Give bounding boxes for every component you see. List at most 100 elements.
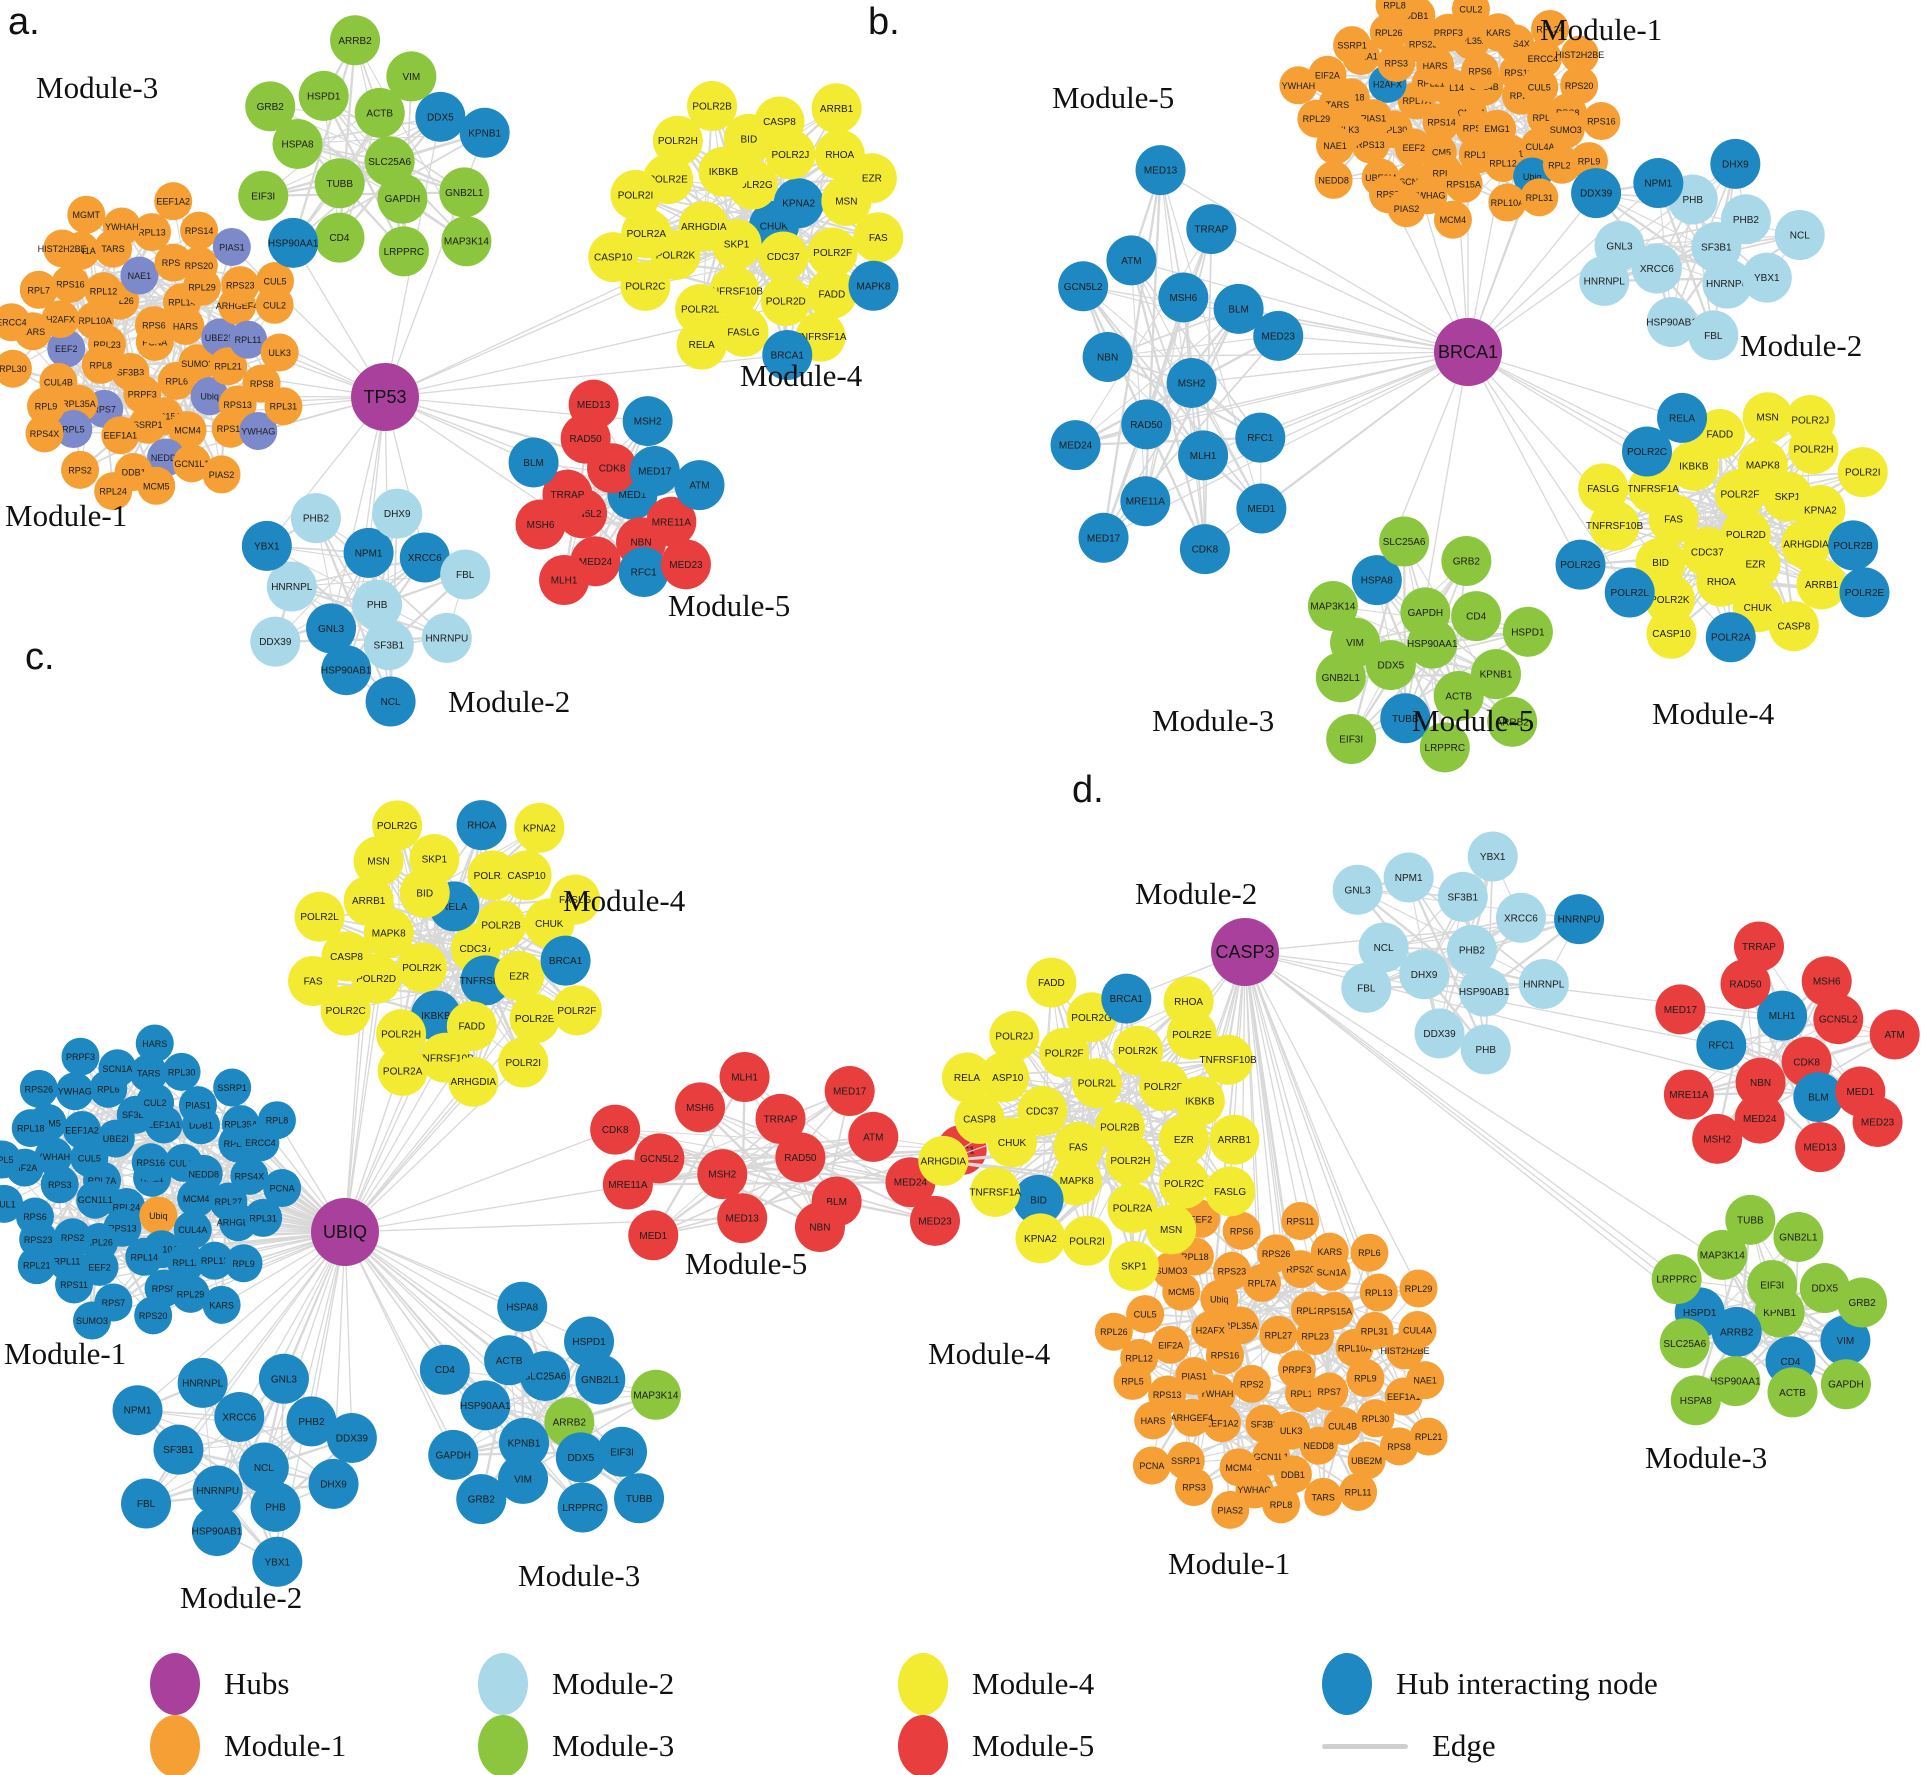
node-RFC1[interactable] — [1235, 412, 1286, 463]
node-MRE11A[interactable] — [1120, 476, 1171, 527]
node-YWHAH[interactable] — [34, 1137, 73, 1176]
node-POLR2H[interactable] — [376, 1009, 427, 1060]
node-XRCC6[interactable] — [1495, 892, 1546, 943]
node-GNL3[interactable] — [306, 603, 357, 654]
node-TARS[interactable] — [129, 1054, 168, 1093]
node-HSPA8[interactable] — [272, 118, 323, 169]
node-CASP8[interactable] — [754, 96, 805, 147]
node-POLR2L[interactable] — [294, 891, 345, 942]
node-CASP8[interactable] — [1768, 601, 1819, 652]
hub-node-BRCA1[interactable] — [1434, 318, 1502, 386]
node-SCN1A[interactable] — [98, 1049, 137, 1088]
node-RPS8[interactable] — [1380, 1427, 1419, 1466]
node-FASLG[interactable] — [1578, 463, 1629, 514]
node-HNRNPU[interactable] — [1702, 258, 1753, 309]
node-CUL5[interactable] — [1520, 67, 1559, 106]
hub-node-UBIQ[interactable] — [311, 1198, 379, 1266]
node-RPL13[interactable] — [132, 213, 171, 252]
node-RAD50[interactable] — [1121, 399, 1172, 450]
node-YBX1[interactable] — [1741, 252, 1792, 303]
node-CDK8[interactable] — [1179, 524, 1230, 575]
node-CUL2[interactable] — [136, 1083, 175, 1122]
node-EIF2A[interactable] — [1151, 1325, 1190, 1364]
node-PHB[interactable] — [250, 1481, 301, 1532]
node-RPL18[interactable] — [11, 1109, 50, 1148]
node-DDB1[interactable] — [1273, 1455, 1312, 1494]
node-POLR2I[interactable] — [610, 169, 661, 220]
node-POLR2F[interactable] — [551, 985, 602, 1036]
node-PIAS1[interactable] — [212, 227, 251, 266]
node-XRCC6[interactable] — [399, 532, 450, 583]
node-RPL31[interactable] — [244, 1198, 283, 1237]
node-TUBB[interactable] — [1725, 1194, 1776, 1245]
node-YWHAG[interactable] — [55, 1072, 94, 1111]
node-RPL30[interactable] — [0, 349, 32, 388]
node-RPS7[interactable] — [1310, 1372, 1349, 1411]
node-GAPDH[interactable] — [377, 173, 428, 224]
node-SUMO3[interactable] — [73, 1301, 112, 1340]
node-DDX5[interactable] — [415, 91, 466, 142]
node-EEF1A1[interactable] — [101, 416, 140, 455]
node-NBN[interactable] — [794, 1202, 845, 1253]
node-SSRP1[interactable] — [213, 1068, 252, 1107]
node-HSPD1[interactable] — [564, 1316, 615, 1367]
node-RPL27[interactable] — [1259, 1315, 1298, 1354]
node-POLR2L[interactable] — [675, 284, 726, 335]
node-CASP10[interactable] — [588, 232, 639, 283]
node-ARHGEF4[interactable] — [1172, 1398, 1211, 1437]
node-MAP3K14[interactable] — [630, 1369, 681, 1420]
node-CD4[interactable] — [314, 212, 365, 263]
node-HARS[interactable] — [135, 1024, 174, 1063]
node-ERCC4[interactable] — [0, 303, 31, 342]
node-FADD[interactable] — [1026, 957, 1077, 1008]
node-RPS11[interactable] — [55, 1265, 94, 1304]
node-MED17[interactable] — [629, 445, 680, 496]
node-RPS6[interactable] — [134, 306, 173, 345]
node-RPS16[interactable] — [1582, 102, 1621, 141]
node-CD4[interactable] — [419, 1344, 470, 1395]
node-HSP90AB1[interactable] — [1646, 297, 1697, 348]
node-NBN[interactable] — [1082, 331, 1133, 382]
node-RELA[interactable] — [941, 1052, 992, 1103]
node-ARRB2[interactable] — [1487, 696, 1538, 747]
node-DDX39[interactable] — [1571, 168, 1622, 219]
node-MAPK8[interactable] — [1051, 1155, 1102, 1206]
node-GNB2L1[interactable] — [439, 167, 490, 218]
node-RPS11[interactable] — [1281, 1201, 1320, 1240]
node-KPNA2[interactable] — [1015, 1213, 1066, 1264]
node-ACTB[interactable] — [1433, 671, 1484, 722]
node-RPL5[interactable] — [0, 1140, 22, 1179]
node-EEF1A2[interactable] — [63, 1110, 102, 1149]
node-CUL1[interactable] — [0, 1184, 24, 1223]
node-EZR[interactable] — [1158, 1114, 1209, 1165]
node-PHB2[interactable] — [290, 493, 341, 544]
node-RPL11[interactable] — [229, 320, 268, 359]
node-POLR2H[interactable] — [1105, 1135, 1156, 1186]
node-ARRB1[interactable] — [1796, 559, 1847, 610]
node-RPL9[interactable] — [26, 387, 65, 426]
node-GCN5L2[interactable] — [1813, 994, 1864, 1045]
node-KPNB1[interactable] — [459, 107, 510, 158]
node-GNL3[interactable] — [258, 1353, 309, 1404]
node-NPM1[interactable] — [343, 527, 394, 578]
node-BLM[interactable] — [508, 437, 559, 488]
node-POLR2B[interactable] — [687, 81, 738, 132]
node-MRE11A[interactable] — [1663, 1069, 1714, 1120]
node-MED1[interactable] — [628, 1210, 679, 1261]
node-RPS26[interactable] — [1257, 1234, 1296, 1273]
node-RFC1[interactable] — [618, 547, 669, 598]
node-ARHGDIA[interactable] — [918, 1135, 969, 1186]
node-RPL13[interactable] — [1359, 1273, 1398, 1312]
node-DDX5[interactable] — [1365, 640, 1416, 691]
node-HSP90AA1[interactable] — [1710, 1356, 1761, 1407]
node-HSPD1[interactable] — [1502, 606, 1553, 657]
node-GRB2[interactable] — [245, 81, 296, 132]
node-RPL21[interactable] — [1409, 1417, 1448, 1456]
node-KPNB1[interactable] — [1471, 649, 1522, 700]
node-BRCA1[interactable] — [1101, 973, 1152, 1024]
node-NPM1[interactable] — [1383, 852, 1434, 903]
node-RPL7A[interactable] — [1243, 1263, 1282, 1302]
node-LRPPRC[interactable] — [1651, 1254, 1702, 1305]
node-POLR2A[interactable] — [1107, 1182, 1158, 1233]
node-FBL[interactable] — [1688, 310, 1739, 361]
